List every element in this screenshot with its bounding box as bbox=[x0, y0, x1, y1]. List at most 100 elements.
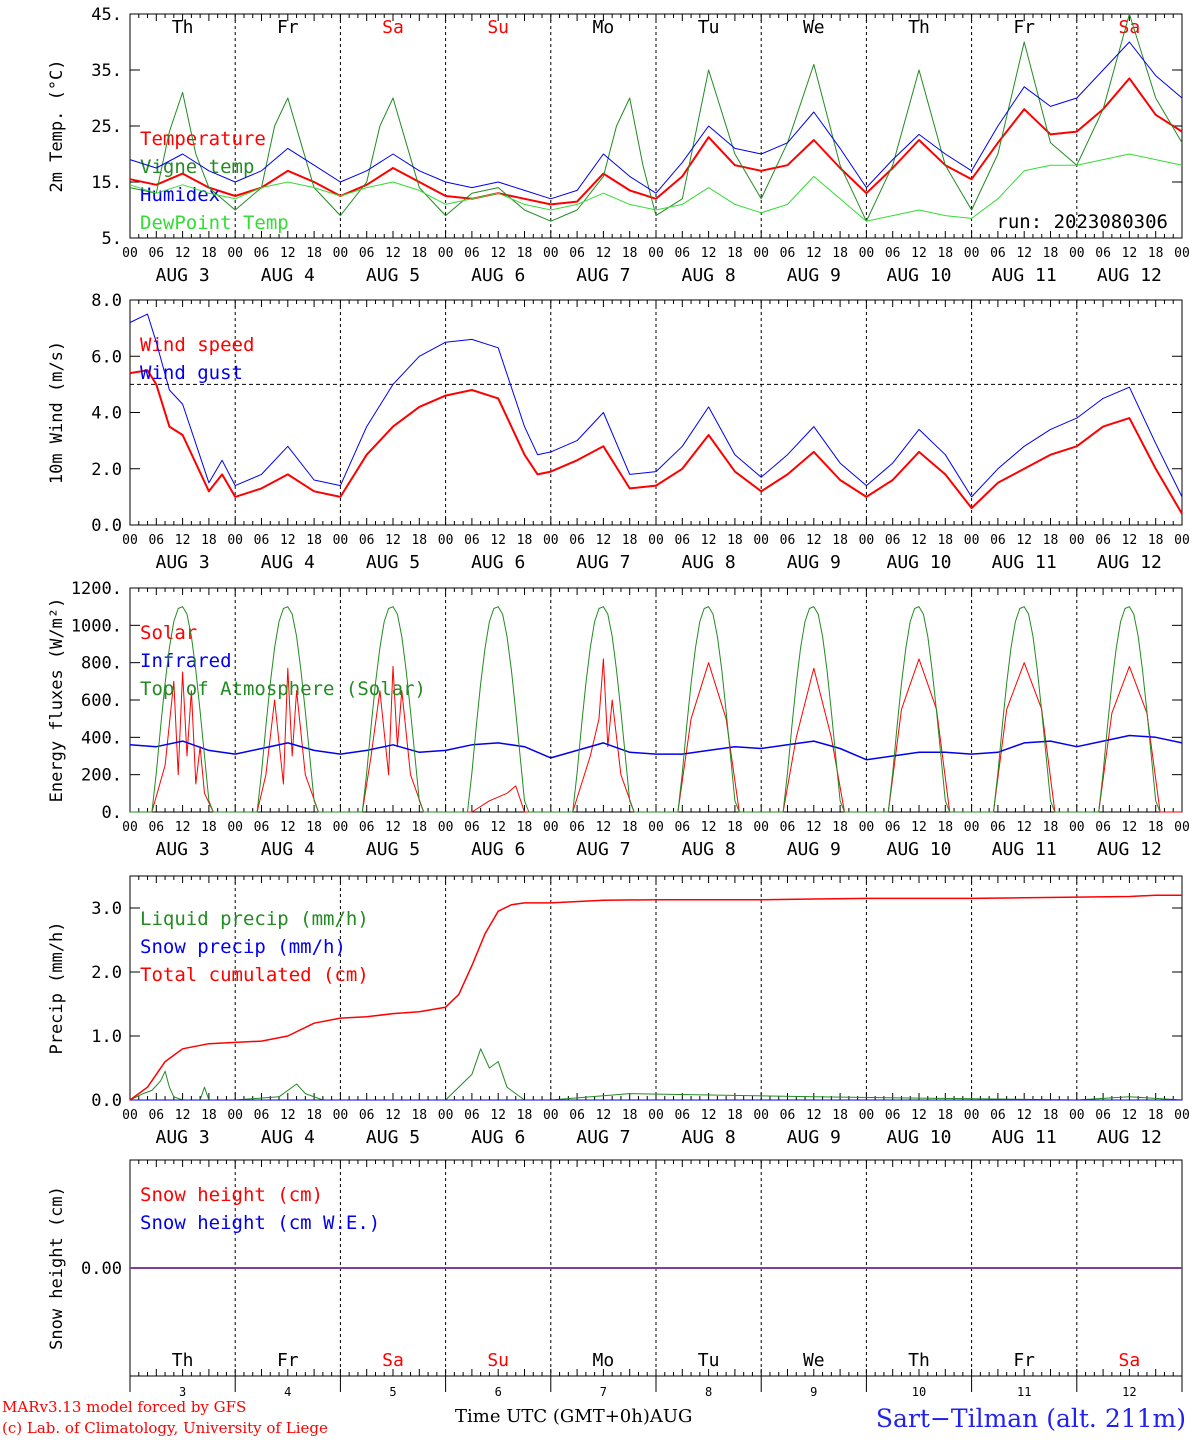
hour-label: 00 bbox=[648, 1108, 664, 1123]
hour-label: 00 bbox=[438, 1108, 454, 1123]
y-tick-label: 2.0 bbox=[91, 963, 122, 983]
hour-label: 12 bbox=[806, 246, 822, 261]
hour-label: 00 bbox=[438, 820, 454, 835]
hour-label: 06 bbox=[569, 820, 585, 835]
hour-label: 18 bbox=[937, 533, 953, 548]
y-tick-label: 3.0 bbox=[91, 899, 122, 919]
hour-label: 12 bbox=[911, 246, 927, 261]
y-tick-label: 0.0 bbox=[91, 1091, 122, 1111]
legend-energy-0: Solar bbox=[140, 622, 197, 644]
hour-label: 00 bbox=[1069, 246, 1085, 261]
hour-label: 12 bbox=[175, 1108, 191, 1123]
hour-label: 18 bbox=[517, 246, 533, 261]
y-tick-label: 5. bbox=[102, 229, 122, 249]
hour-label: 00 bbox=[648, 246, 664, 261]
hour-label: 12 bbox=[385, 533, 401, 548]
y-tick-label: 200. bbox=[81, 766, 122, 786]
weekday-label-bottom: Mo bbox=[593, 1350, 615, 1371]
hour-label: 00 bbox=[753, 1108, 769, 1123]
hour-label: 00 bbox=[1174, 533, 1190, 548]
hour-label: 12 bbox=[701, 1108, 717, 1123]
day-label: AUG 3 bbox=[156, 265, 210, 286]
series-energy-1 bbox=[129, 734, 1183, 761]
series-wind-1 bbox=[129, 313, 1183, 498]
hour-label: 18 bbox=[1043, 1108, 1059, 1123]
hour-label: 12 bbox=[596, 533, 612, 548]
hour-label: 18 bbox=[306, 533, 322, 548]
hour-label: 00 bbox=[438, 533, 454, 548]
hour-label: 18 bbox=[1043, 820, 1059, 835]
hour-label: 12 bbox=[806, 1108, 822, 1123]
day-label: AUG 5 bbox=[366, 552, 420, 573]
hour-label: 18 bbox=[937, 820, 953, 835]
series-temperature-0 bbox=[129, 77, 1183, 206]
hour-label: 06 bbox=[569, 533, 585, 548]
hour-label: 00 bbox=[859, 533, 875, 548]
hour-label: 18 bbox=[201, 246, 217, 261]
hour-label: 06 bbox=[359, 1108, 375, 1123]
hour-label: 18 bbox=[517, 533, 533, 548]
hour-label: 00 bbox=[964, 246, 980, 261]
y-tick-label: 2.0 bbox=[91, 460, 122, 480]
hour-label: 18 bbox=[727, 533, 743, 548]
y-tick-label: 15. bbox=[91, 173, 122, 193]
hour-label: 12 bbox=[1122, 820, 1138, 835]
hour-label: 12 bbox=[1016, 533, 1032, 548]
hour-label: 06 bbox=[148, 1108, 164, 1123]
hour-label: 12 bbox=[596, 246, 612, 261]
hour-label: 12 bbox=[280, 820, 296, 835]
y-tick-label: 1.0 bbox=[91, 1027, 122, 1047]
series-temperature-1 bbox=[129, 13, 1183, 222]
hour-label: 06 bbox=[1095, 533, 1111, 548]
hour-label: 06 bbox=[674, 1108, 690, 1123]
hour-label: 12 bbox=[911, 1108, 927, 1123]
day-label: AUG 9 bbox=[787, 1127, 841, 1148]
panel-frame-wind bbox=[129, 299, 1183, 526]
hour-label: 06 bbox=[359, 820, 375, 835]
hour-label: 00 bbox=[543, 1108, 559, 1123]
hour-label: 12 bbox=[1122, 246, 1138, 261]
hour-label: 00 bbox=[1174, 820, 1190, 835]
station-label: Sart−Tilman (alt. 211m) bbox=[875, 1404, 1186, 1433]
y-axis-label-energy: Energy fluxes (W/m²) bbox=[47, 598, 67, 803]
hour-label: 18 bbox=[1043, 246, 1059, 261]
day-label: AUG 12 bbox=[1097, 552, 1162, 573]
hour-label: 18 bbox=[411, 533, 427, 548]
hour-label: 00 bbox=[964, 1108, 980, 1123]
hour-label: 00 bbox=[859, 1108, 875, 1123]
hour-label: 18 bbox=[306, 1108, 322, 1123]
weekday-label-bottom: Th bbox=[908, 1350, 930, 1371]
hour-label: 12 bbox=[385, 820, 401, 835]
y-tick-label: 6.0 bbox=[91, 347, 122, 367]
day-number: 3 bbox=[179, 1385, 186, 1399]
hour-label: 18 bbox=[727, 1108, 743, 1123]
hour-label: 00 bbox=[122, 246, 138, 261]
weekday-label: Th bbox=[172, 17, 194, 38]
hour-label: 06 bbox=[780, 533, 796, 548]
legend-precip-0: Liquid precip (mm/h) bbox=[140, 908, 369, 930]
hour-label: 18 bbox=[727, 820, 743, 835]
hour-label: 18 bbox=[832, 533, 848, 548]
legend-snow-1: Snow height (cm W.E.) bbox=[140, 1212, 380, 1234]
day-label: AUG 5 bbox=[366, 1127, 420, 1148]
day-number: 6 bbox=[495, 1385, 502, 1399]
hour-label: 12 bbox=[701, 246, 717, 261]
hour-label: 06 bbox=[674, 246, 690, 261]
hour-label: 00 bbox=[227, 1108, 243, 1123]
day-number: 9 bbox=[810, 1385, 817, 1399]
weekday-label-bottom: Fr bbox=[277, 1350, 299, 1371]
hour-label: 12 bbox=[806, 820, 822, 835]
hour-label: 00 bbox=[648, 820, 664, 835]
hour-label: 00 bbox=[227, 533, 243, 548]
hour-label: 00 bbox=[333, 1108, 349, 1123]
day-label: AUG 7 bbox=[576, 839, 630, 860]
hour-label: 12 bbox=[1016, 246, 1032, 261]
credit-line-2: (c) Lab. of Climatology, University of L… bbox=[2, 1419, 328, 1437]
hour-label: 06 bbox=[569, 1108, 585, 1123]
legend-wind-0: Wind speed bbox=[140, 334, 254, 356]
hour-label: 18 bbox=[201, 1108, 217, 1123]
legend-precip-2: Total cumulated (cm) bbox=[140, 964, 369, 986]
day-label: AUG 7 bbox=[576, 552, 630, 573]
hour-label: 06 bbox=[148, 533, 164, 548]
weekday-label: Sa bbox=[1119, 17, 1141, 38]
